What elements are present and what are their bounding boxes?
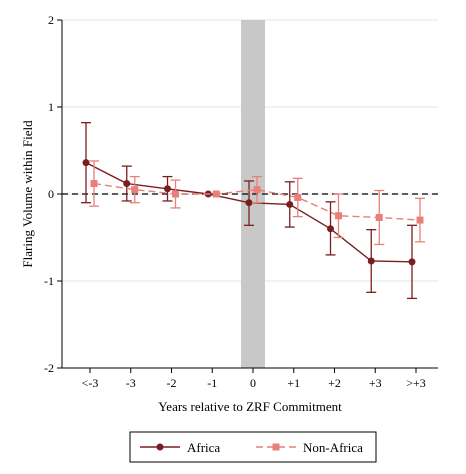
x-tick-label: -3 <box>126 376 136 390</box>
y-tick-label: 0 <box>48 187 54 201</box>
y-tick-label: 2 <box>48 13 54 27</box>
data-point <box>367 257 375 265</box>
y-axis-label: Flaring Volume within Field <box>20 120 35 268</box>
x-tick-label: -1 <box>207 376 217 390</box>
legend-marker <box>272 443 280 451</box>
data-point <box>416 216 424 224</box>
data-point <box>408 258 416 266</box>
legend-box <box>129 431 377 463</box>
x-tick-label: <-3 <box>82 376 99 390</box>
x-tick-labels: <-3 -3 -2 -1 0 +1 +2 +3 >+3 <box>82 376 426 390</box>
series-layer <box>81 122 425 300</box>
x-tick-label: >+3 <box>406 376 426 390</box>
legend-label: Africa <box>187 440 220 455</box>
x-tick-label: +2 <box>328 376 341 390</box>
data-point <box>123 180 131 188</box>
y-tick-label: -1 <box>44 274 54 288</box>
data-point <box>327 225 334 233</box>
x-tick-label: +3 <box>369 376 382 390</box>
series-non-africa <box>89 160 425 246</box>
y-tick-labels: -2 -1 0 1 2 <box>44 13 54 375</box>
data-point <box>245 199 253 207</box>
data-point <box>335 212 342 220</box>
data-point <box>82 159 90 167</box>
axes <box>57 19 438 373</box>
series-africa <box>81 122 417 300</box>
y-tick-label: 1 <box>48 100 54 114</box>
x-tick-label: +1 <box>287 376 300 390</box>
data-point <box>286 200 294 208</box>
legend-label: Non-Africa <box>303 440 363 455</box>
legend-entry: Non-Africa <box>256 440 363 455</box>
y-tick-label: -2 <box>44 361 54 375</box>
data-point <box>212 190 220 198</box>
legend-entry: Africa <box>140 440 220 455</box>
series-line <box>93 182 421 221</box>
legend-marker <box>156 443 164 451</box>
data-point <box>375 213 383 221</box>
x-axis-label: Years relative to ZRF Commitment <box>158 399 342 414</box>
data-point <box>253 186 261 194</box>
data-point <box>90 180 98 188</box>
data-point <box>164 185 171 193</box>
data-point <box>172 190 179 198</box>
x-tick-label: -2 <box>167 376 177 390</box>
x-tick-label: 0 <box>250 376 256 390</box>
data-point <box>294 193 302 201</box>
data-point <box>131 186 139 194</box>
legend: Africa Non-Africa <box>129 431 377 463</box>
